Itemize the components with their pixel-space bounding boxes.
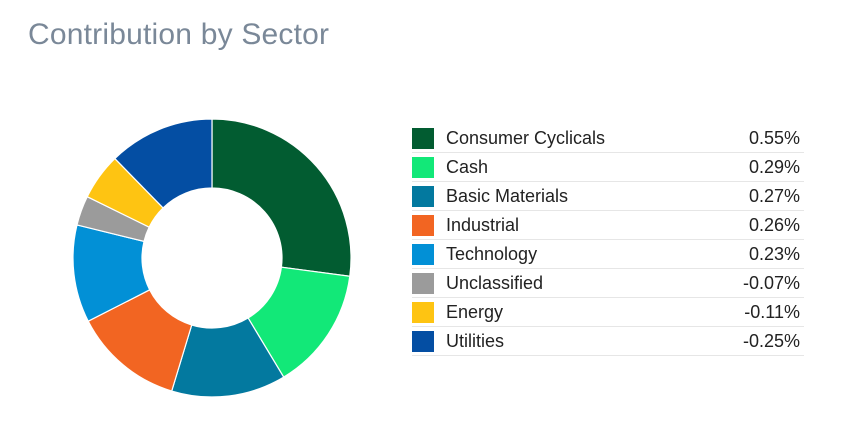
legend-swatch xyxy=(412,330,434,352)
legend-value: 0.55% xyxy=(704,124,804,153)
legend-row[interactable]: Energy -0.11% xyxy=(412,297,804,327)
legend-value: 0.27% xyxy=(704,181,804,211)
legend-row[interactable]: Unclassified -0.07% xyxy=(412,268,804,298)
legend-swatch-cell xyxy=(412,124,446,153)
legend-value: -0.11% xyxy=(704,297,804,327)
legend-swatch-cell xyxy=(412,297,446,327)
legend-label: Energy xyxy=(446,297,705,327)
legend-row[interactable]: Consumer Cyclicals 0.55% xyxy=(412,124,804,153)
legend-row[interactable]: Industrial 0.26% xyxy=(412,210,804,240)
legend-label: Consumer Cyclicals xyxy=(446,124,705,153)
slice-consumer-cyclicals[interactable] xyxy=(211,118,352,277)
legend-swatch xyxy=(412,185,434,207)
donut-chart xyxy=(72,118,352,398)
slice-utilities[interactable] xyxy=(114,118,213,209)
legend-swatch-cell xyxy=(412,326,446,356)
legend-value: 0.23% xyxy=(704,239,804,269)
legend-label: Unclassified xyxy=(446,268,705,298)
legend-swatch xyxy=(412,214,434,236)
legend-row[interactable]: Cash 0.29% xyxy=(412,152,804,182)
legend-label: Technology xyxy=(446,239,705,269)
legend-value: 0.29% xyxy=(704,152,804,182)
legend-swatch xyxy=(412,301,434,323)
legend-swatch-cell xyxy=(412,268,446,298)
legend: Consumer Cyclicals 0.55% Cash 0.29% Basic Ma… xyxy=(412,124,804,356)
legend-swatch-cell xyxy=(412,181,446,211)
legend-row[interactable]: Basic Materials 0.27% xyxy=(412,181,804,211)
legend-label: Industrial xyxy=(446,210,705,240)
legend-value: -0.07% xyxy=(704,268,804,298)
legend-value: 0.26% xyxy=(704,210,804,240)
legend-swatch xyxy=(412,127,434,149)
legend-swatch-cell xyxy=(412,239,446,269)
legend-swatch xyxy=(412,156,434,178)
legend-swatch-cell xyxy=(412,210,446,240)
legend-swatch xyxy=(412,243,434,265)
legend-label: Utilities xyxy=(446,326,705,356)
legend-row[interactable]: Technology 0.23% xyxy=(412,239,804,269)
legend-value: -0.25% xyxy=(704,326,804,356)
legend-swatch xyxy=(412,272,434,294)
chart-title: Contribution by Sector xyxy=(28,18,330,51)
legend-swatch-cell xyxy=(412,152,446,182)
legend-label: Basic Materials xyxy=(446,181,705,211)
legend-row[interactable]: Utilities -0.25% xyxy=(412,326,804,356)
legend-label: Cash xyxy=(446,152,705,182)
